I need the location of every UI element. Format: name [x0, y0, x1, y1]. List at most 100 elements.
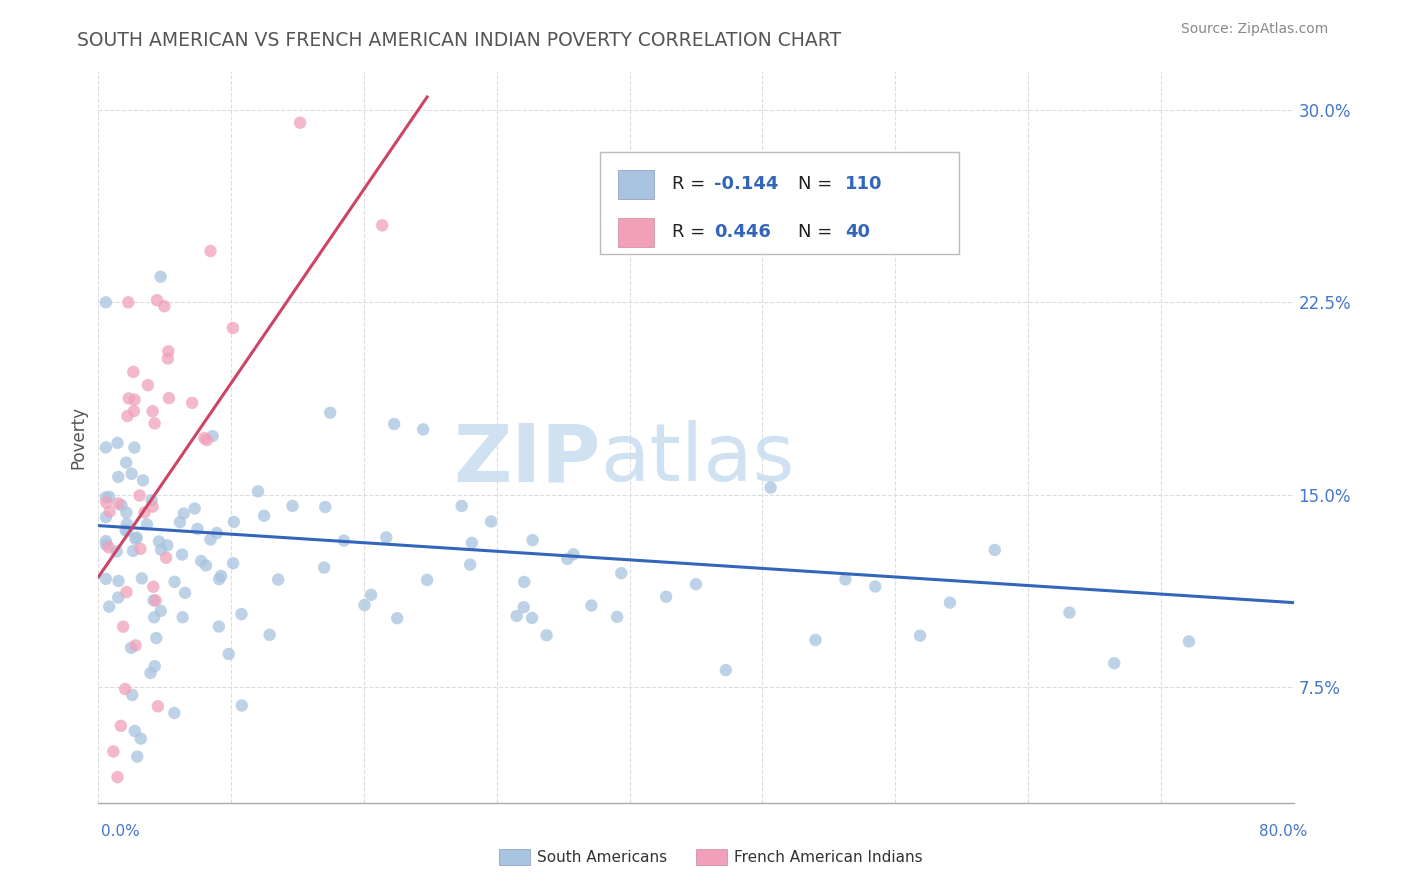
Point	[163, 574, 186, 589]
Point	[94, 534, 117, 549]
Text: 40: 40	[845, 223, 870, 241]
Point	[114, 681, 136, 696]
Point	[1059, 606, 1081, 620]
Point	[984, 543, 1007, 558]
Point	[128, 488, 150, 502]
Point	[1178, 634, 1201, 648]
Text: 110: 110	[845, 175, 883, 193]
Point	[124, 392, 146, 407]
Point	[107, 436, 129, 450]
Point	[174, 586, 197, 600]
Point	[94, 572, 117, 586]
Point	[136, 378, 159, 392]
Point	[107, 591, 129, 605]
Point	[143, 610, 166, 624]
Text: R =: R =	[672, 223, 711, 241]
Point	[834, 573, 856, 587]
Point	[143, 417, 166, 431]
Point	[200, 244, 222, 258]
Point	[114, 523, 136, 537]
Point	[581, 599, 603, 613]
Point	[522, 533, 544, 548]
Point	[155, 550, 177, 565]
Point	[201, 429, 224, 443]
Point	[195, 433, 218, 447]
Point	[107, 574, 129, 588]
Point	[288, 116, 311, 130]
Point	[157, 391, 180, 405]
Point	[157, 344, 180, 359]
Point	[371, 219, 394, 233]
Point	[145, 593, 167, 607]
Point	[655, 590, 678, 604]
Point	[557, 552, 579, 566]
Point	[153, 299, 176, 313]
Point	[173, 507, 195, 521]
Point	[117, 295, 139, 310]
Point	[208, 619, 231, 633]
Point	[253, 508, 276, 523]
Point	[94, 441, 117, 455]
Point	[135, 517, 157, 532]
Point	[94, 510, 117, 524]
Point	[94, 538, 117, 552]
Point	[319, 406, 342, 420]
Point	[231, 698, 253, 713]
Point	[149, 269, 172, 284]
Point	[218, 647, 240, 661]
Point	[513, 600, 536, 615]
Point	[804, 632, 827, 647]
Point	[222, 321, 245, 335]
Point	[124, 723, 146, 738]
Point	[759, 481, 782, 495]
Point	[610, 566, 633, 581]
Point	[124, 532, 146, 546]
Point	[1104, 657, 1126, 671]
Point	[141, 500, 163, 514]
Text: 0.446: 0.446	[714, 223, 770, 241]
Point	[458, 558, 481, 572]
Point	[127, 749, 149, 764]
Point	[94, 295, 117, 310]
Point	[939, 596, 962, 610]
Point	[110, 498, 132, 512]
Bar	[619, 170, 654, 200]
Point	[267, 573, 290, 587]
Point	[107, 496, 129, 510]
Point	[479, 515, 502, 529]
Text: ZIP: ZIP	[453, 420, 600, 498]
Bar	[619, 219, 654, 247]
Point	[172, 610, 194, 624]
Point	[115, 585, 138, 599]
Text: atlas: atlas	[600, 420, 794, 498]
Text: South Americans: South Americans	[537, 850, 668, 864]
Point	[714, 663, 737, 677]
Text: Source: ZipAtlas.com: Source: ZipAtlas.com	[1181, 22, 1329, 37]
Point	[121, 467, 143, 481]
Point	[461, 536, 484, 550]
Point	[112, 620, 135, 634]
Point	[186, 522, 208, 536]
Point	[222, 556, 245, 570]
Point	[142, 404, 165, 418]
Point	[131, 571, 153, 585]
Bar	[600, 152, 959, 254]
Point	[208, 572, 231, 586]
Point	[122, 365, 145, 379]
Point	[375, 531, 398, 545]
Point	[281, 499, 304, 513]
Point	[94, 491, 117, 505]
Point	[98, 490, 121, 504]
Point	[98, 505, 121, 519]
Point	[149, 604, 172, 618]
Point	[360, 588, 382, 602]
Point	[209, 569, 232, 583]
Point	[606, 610, 628, 624]
Point	[134, 505, 156, 519]
Point	[513, 574, 536, 589]
Point	[200, 533, 222, 547]
Point	[193, 431, 215, 445]
Point	[121, 688, 143, 702]
Point	[148, 534, 170, 549]
Point	[139, 665, 162, 680]
